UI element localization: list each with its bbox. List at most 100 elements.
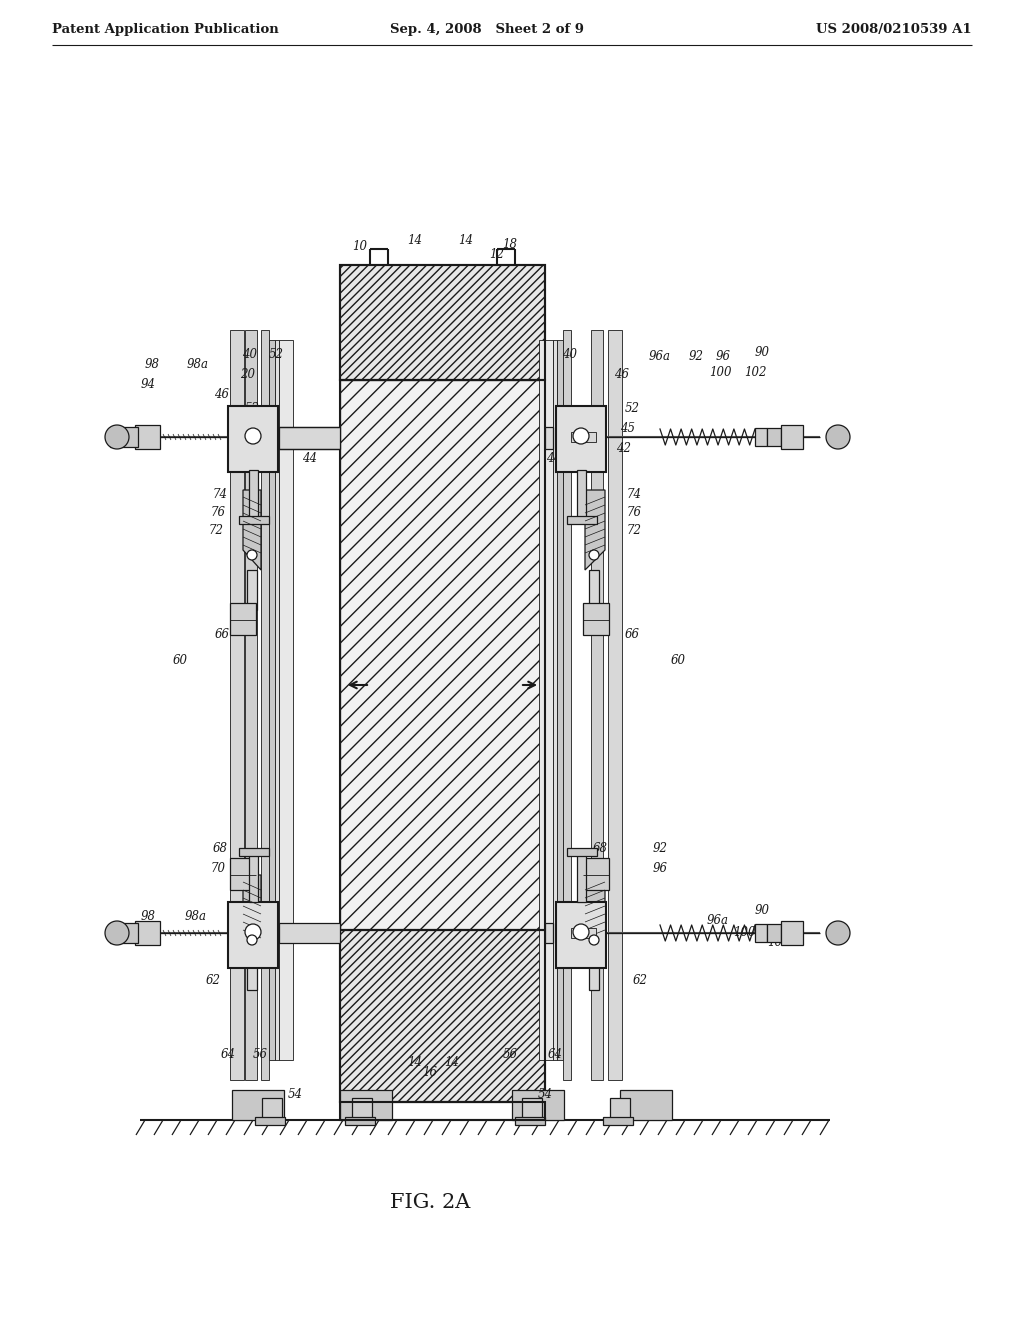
Text: 70: 70 bbox=[211, 862, 225, 874]
Circle shape bbox=[589, 550, 599, 560]
Polygon shape bbox=[585, 490, 605, 570]
Text: 96a: 96a bbox=[649, 350, 671, 363]
Bar bbox=[228, 407, 278, 473]
Bar bbox=[567, 847, 597, 855]
Bar bbox=[340, 380, 545, 931]
Circle shape bbox=[826, 425, 850, 449]
Text: 98: 98 bbox=[144, 359, 160, 371]
Text: 45: 45 bbox=[241, 421, 256, 434]
Bar bbox=[557, 341, 563, 1060]
Bar bbox=[545, 923, 553, 942]
Bar bbox=[340, 265, 545, 380]
Text: 54: 54 bbox=[288, 1089, 302, 1101]
Bar bbox=[135, 921, 160, 945]
Text: 100: 100 bbox=[733, 925, 756, 939]
Bar bbox=[620, 1090, 672, 1119]
Bar bbox=[755, 428, 767, 446]
Text: 14: 14 bbox=[459, 234, 473, 247]
Text: 14: 14 bbox=[408, 1056, 423, 1068]
Text: 14: 14 bbox=[408, 234, 423, 247]
Bar bbox=[261, 330, 269, 1080]
Text: 62: 62 bbox=[206, 974, 220, 986]
Text: 98a: 98a bbox=[185, 909, 207, 923]
Text: 52: 52 bbox=[268, 347, 284, 360]
Text: 92: 92 bbox=[688, 350, 703, 363]
Text: 68: 68 bbox=[213, 842, 227, 854]
Bar bbox=[781, 425, 803, 449]
Bar bbox=[255, 1117, 285, 1125]
Bar bbox=[608, 330, 622, 1080]
Bar bbox=[563, 330, 571, 1080]
Bar bbox=[589, 570, 599, 610]
Text: 16: 16 bbox=[423, 1065, 437, 1078]
Bar bbox=[515, 1117, 545, 1125]
Text: 56: 56 bbox=[253, 1048, 267, 1061]
Text: 64: 64 bbox=[220, 1048, 236, 1061]
Text: 92: 92 bbox=[652, 842, 668, 854]
Text: 100: 100 bbox=[709, 366, 731, 379]
Bar bbox=[545, 426, 553, 449]
Bar bbox=[279, 426, 340, 449]
Bar bbox=[583, 858, 609, 890]
Text: 60: 60 bbox=[172, 653, 187, 667]
Bar bbox=[583, 603, 609, 635]
Text: 46: 46 bbox=[614, 368, 630, 381]
Bar bbox=[571, 928, 596, 939]
Bar bbox=[567, 516, 597, 524]
Polygon shape bbox=[585, 875, 605, 954]
Text: 56: 56 bbox=[503, 1048, 517, 1061]
Text: 90: 90 bbox=[755, 346, 769, 359]
Bar bbox=[245, 330, 257, 1080]
Bar bbox=[239, 847, 269, 855]
Text: 96a: 96a bbox=[707, 913, 729, 927]
Bar bbox=[249, 470, 258, 520]
Bar bbox=[539, 341, 553, 1060]
Bar bbox=[767, 428, 781, 446]
Circle shape bbox=[105, 425, 129, 449]
Bar bbox=[781, 921, 803, 945]
Circle shape bbox=[247, 550, 257, 560]
Text: 102: 102 bbox=[743, 366, 766, 379]
Text: 62: 62 bbox=[633, 974, 647, 986]
Circle shape bbox=[105, 921, 129, 945]
Circle shape bbox=[247, 935, 257, 945]
Text: 94: 94 bbox=[140, 379, 156, 392]
Bar bbox=[512, 1090, 564, 1119]
Bar bbox=[345, 1117, 375, 1125]
Bar bbox=[340, 1090, 392, 1119]
Bar bbox=[230, 603, 256, 635]
Bar bbox=[232, 1090, 284, 1119]
Bar bbox=[135, 425, 160, 449]
Bar bbox=[110, 923, 138, 942]
Text: 70: 70 bbox=[593, 862, 607, 874]
Text: 46: 46 bbox=[214, 388, 229, 401]
Text: 76: 76 bbox=[627, 506, 641, 519]
Circle shape bbox=[826, 921, 850, 945]
Bar bbox=[577, 851, 586, 902]
Text: 98a: 98a bbox=[187, 359, 209, 371]
Text: 54: 54 bbox=[538, 1089, 553, 1101]
Text: 66: 66 bbox=[214, 628, 229, 642]
Text: 68: 68 bbox=[593, 842, 607, 854]
Text: 72: 72 bbox=[627, 524, 641, 536]
Bar bbox=[279, 341, 293, 1060]
Text: 96: 96 bbox=[652, 862, 668, 874]
Text: 42: 42 bbox=[616, 441, 632, 454]
Text: US 2008/0210539 A1: US 2008/0210539 A1 bbox=[816, 24, 972, 37]
Bar bbox=[340, 380, 545, 931]
Text: Patent Application Publication: Patent Application Publication bbox=[52, 24, 279, 37]
Text: 74: 74 bbox=[213, 487, 227, 500]
Text: 20: 20 bbox=[241, 368, 256, 381]
Bar bbox=[279, 923, 340, 942]
Bar bbox=[589, 950, 599, 990]
Bar bbox=[275, 341, 279, 1060]
Bar bbox=[340, 1102, 545, 1119]
Bar bbox=[610, 1098, 630, 1119]
Text: 20: 20 bbox=[310, 932, 326, 945]
Text: 94: 94 bbox=[140, 929, 156, 942]
Polygon shape bbox=[243, 875, 261, 954]
Bar bbox=[110, 426, 138, 447]
Text: 40: 40 bbox=[243, 347, 257, 360]
Circle shape bbox=[245, 924, 261, 940]
Text: 64: 64 bbox=[548, 1048, 562, 1061]
